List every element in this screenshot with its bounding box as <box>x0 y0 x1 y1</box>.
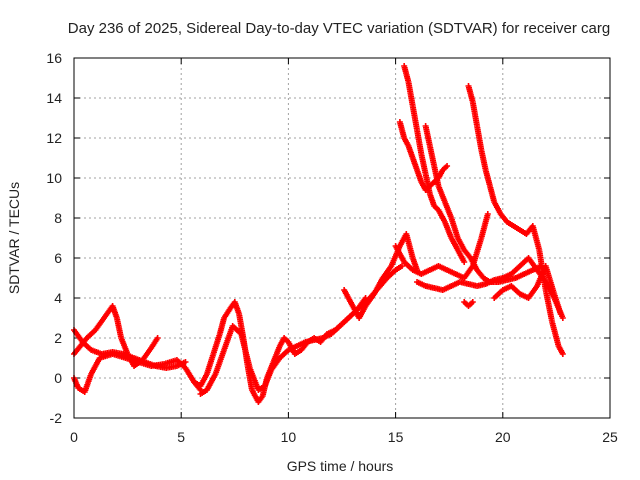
data-point <box>461 259 468 265</box>
data-point <box>469 299 476 305</box>
series-track-n <box>491 263 564 317</box>
data-point <box>182 359 189 365</box>
series-track-d <box>191 263 406 405</box>
y-tick-label: 0 <box>54 370 62 386</box>
data-point <box>484 211 491 217</box>
data-point <box>399 263 406 269</box>
x-tick-label: 10 <box>281 429 297 445</box>
y-tick-label: 6 <box>54 250 62 266</box>
y-tick-label: -2 <box>50 410 63 426</box>
axis-ticks: 0 5 10 15 20 25 -2 0 2 4 6 8 10 12 14 16 <box>46 50 618 445</box>
x-tick-label: 0 <box>70 429 78 445</box>
x-tick-label: 20 <box>495 429 511 445</box>
x-tick-label: 5 <box>177 429 185 445</box>
series-track-a <box>71 303 161 369</box>
grid-lines <box>74 58 610 418</box>
series-track-j <box>465 83 566 357</box>
y-tick-label: 10 <box>46 170 62 186</box>
data-point <box>559 315 566 321</box>
series-track-c <box>71 327 189 371</box>
chart-title: Day 236 of 2025, Sidereal Day-to-day VTE… <box>68 20 610 37</box>
series-track-g <box>401 63 468 265</box>
x-tick-label: 15 <box>388 429 404 445</box>
x-axis-label: GPS time / hours <box>287 458 394 474</box>
data-points <box>71 63 566 405</box>
y-tick-label: 8 <box>54 210 62 226</box>
x-tick-label: 25 <box>602 429 618 445</box>
y-tick-label: 2 <box>54 330 62 346</box>
series-track-f <box>341 231 421 321</box>
plot-frame <box>73 57 611 419</box>
y-tick-label: 4 <box>54 290 62 306</box>
data-point <box>557 311 564 317</box>
data-point <box>362 295 369 301</box>
series-track-m <box>461 299 476 309</box>
series-track-k <box>392 211 491 281</box>
data-point <box>444 163 451 169</box>
y-tick-label: 14 <box>46 90 62 106</box>
y-axis-label: SDTVAR / TECUs <box>6 182 22 294</box>
data-point <box>559 351 566 357</box>
series-track-e <box>197 295 369 397</box>
series-track-h <box>396 119 451 193</box>
y-tick-label: 16 <box>46 50 62 66</box>
y-tick-label: 12 <box>46 130 62 146</box>
data-point <box>154 335 161 341</box>
